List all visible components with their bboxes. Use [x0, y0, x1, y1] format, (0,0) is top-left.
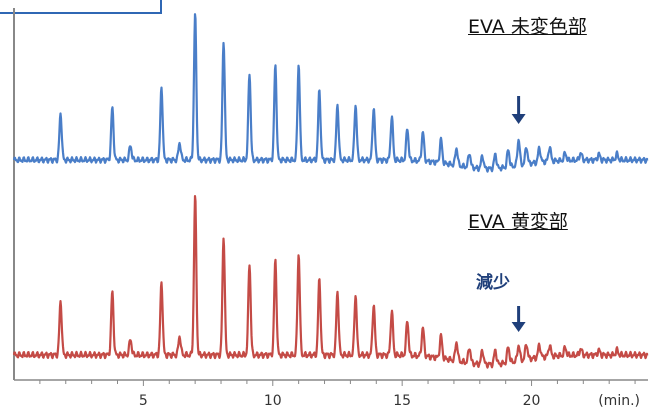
decrease-annotation: 減少 [476, 273, 510, 293]
down-arrow-icon [511, 114, 526, 124]
x-tick-label: 15 [393, 393, 411, 409]
x-tick-label: 5 [139, 393, 148, 409]
series-line-0 [12, 13, 649, 173]
legend-box [0, 0, 162, 14]
series-line-1 [12, 195, 649, 369]
x-tick-label: 20 [523, 393, 541, 409]
x-unit-label: (min.) [598, 393, 640, 409]
down-arrow-icon [511, 322, 526, 332]
series-label-yellowed: EVA 黄変部 [468, 211, 568, 233]
x-tick-label: 10 [264, 393, 282, 409]
series-label-unchanged: EVA 未変色部 [468, 16, 587, 38]
